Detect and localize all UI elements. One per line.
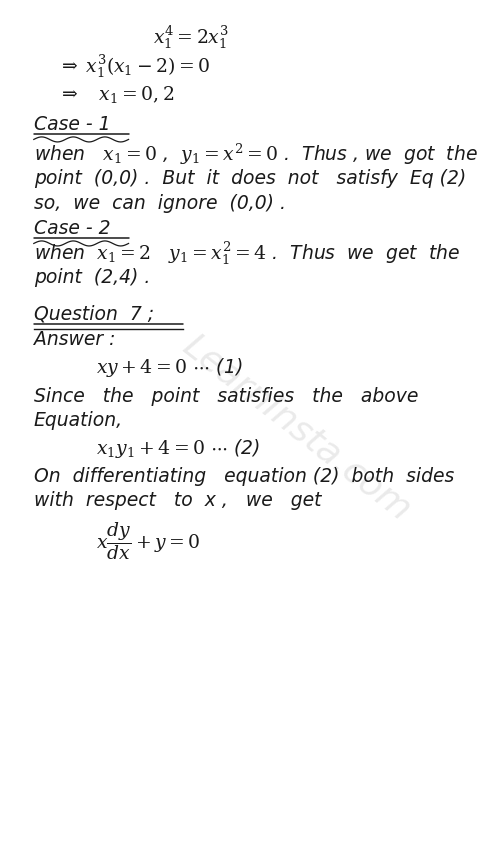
Text: Since   the   point   satisfies   the   above: Since the point satisfies the above [34,387,418,406]
Text: when  $x_1=2$   $y_1 = x_1^2 = 4$ .  Thus  we  get  the: when $x_1=2$ $y_1 = x_1^2 = 4$ . Thus we… [34,241,460,267]
Text: LearnInsta.com: LearnInsta.com [175,329,417,527]
Text: point  (0,0) .  But  it  does  not   satisfy  Eq (2): point (0,0) . But it does not satisfy Eq… [34,169,466,188]
Text: $x_1 y_1 + 4 = 0$ $\cdots$ (2): $x_1 y_1 + 4 = 0$ $\cdots$ (2) [96,437,260,460]
Text: $\Rightarrow \; x_1^3(x_1-2) = 0$: $\Rightarrow \; x_1^3(x_1-2) = 0$ [58,54,210,80]
Text: Equation,: Equation, [34,411,123,430]
Text: $x\dfrac{dy}{dx} +y = 0$: $x\dfrac{dy}{dx} +y = 0$ [96,520,200,562]
Text: On  differentiating   equation (2)  both  sides: On differentiating equation (2) both sid… [34,467,454,486]
Text: so,  we  can  ignore  (0,0) .: so, we can ignore (0,0) . [34,193,286,212]
Text: when   $x_1=0$ ,  $y_1 = x^2 = 0$ .  Thus , we  got  the: when $x_1=0$ , $y_1 = x^2 = 0$ . Thus , … [34,142,478,167]
Text: with  respect   to  x ,   we   get: with respect to x , we get [34,491,321,510]
Text: $\Rightarrow \quad x_1 = 0, 2$: $\Rightarrow \quad x_1 = 0, 2$ [58,84,174,104]
Text: Answer :: Answer : [34,330,115,348]
Text: $xy + 4 = 0$ $\cdots$ (1): $xy + 4 = 0$ $\cdots$ (1) [96,356,243,379]
Text: Question  7 ;: Question 7 ; [34,305,154,324]
Text: $x_1^4 = 2x_1^3$: $x_1^4 = 2x_1^3$ [153,25,229,51]
Text: point  (2,4) .: point (2,4) . [34,268,150,288]
Text: Case - 1: Case - 1 [34,115,110,134]
Text: Case - 2: Case - 2 [34,219,110,238]
